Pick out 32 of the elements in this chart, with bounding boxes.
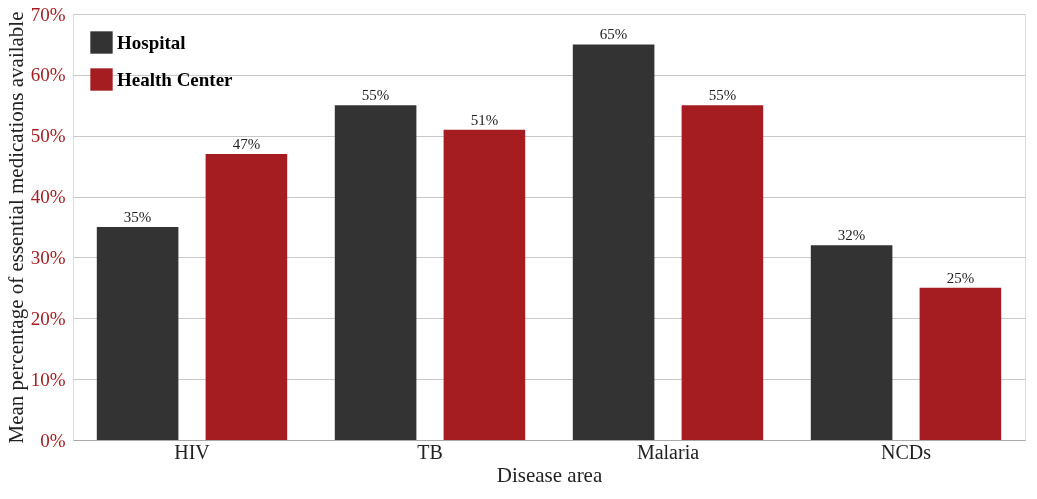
bar	[810, 245, 893, 440]
data-label: 25%	[946, 269, 975, 286]
bar	[205, 153, 288, 440]
data-label: 55%	[708, 87, 737, 104]
data-label: 55%	[361, 87, 390, 104]
bar	[443, 129, 526, 440]
y-axis-title: Mean percentage of essential medications available	[3, 11, 28, 444]
y-tick-label: 10%	[30, 368, 66, 390]
legend-label: Health Center	[117, 68, 234, 90]
y-tick-label: 60%	[30, 64, 66, 86]
data-label: 35%	[123, 209, 152, 225]
data-label: 32%	[837, 227, 866, 244]
data-label: 51%	[470, 111, 499, 128]
data-label: 65%	[599, 26, 628, 43]
x-tick-label: Malaria	[636, 440, 700, 463]
x-axis-title: Disease area	[496, 462, 603, 487]
x-tick-label: NCDs	[880, 440, 932, 463]
data-label: 47%	[232, 135, 261, 152]
bar	[919, 287, 1002, 440]
legend-label: Hospital	[117, 31, 186, 53]
bar	[334, 105, 417, 440]
x-tick-label: HIV	[174, 440, 211, 463]
bar	[572, 44, 655, 440]
y-tick-label: 0%	[40, 429, 66, 451]
bar	[681, 105, 764, 440]
y-tick-label: 20%	[30, 307, 66, 329]
y-tick-label: 50%	[30, 125, 66, 147]
y-tick-label: 70%	[30, 3, 66, 25]
y-tick-label: 40%	[30, 186, 66, 208]
x-tick-label: TB	[417, 440, 443, 463]
y-tick-label: 30%	[30, 246, 66, 268]
bar	[96, 227, 179, 440]
